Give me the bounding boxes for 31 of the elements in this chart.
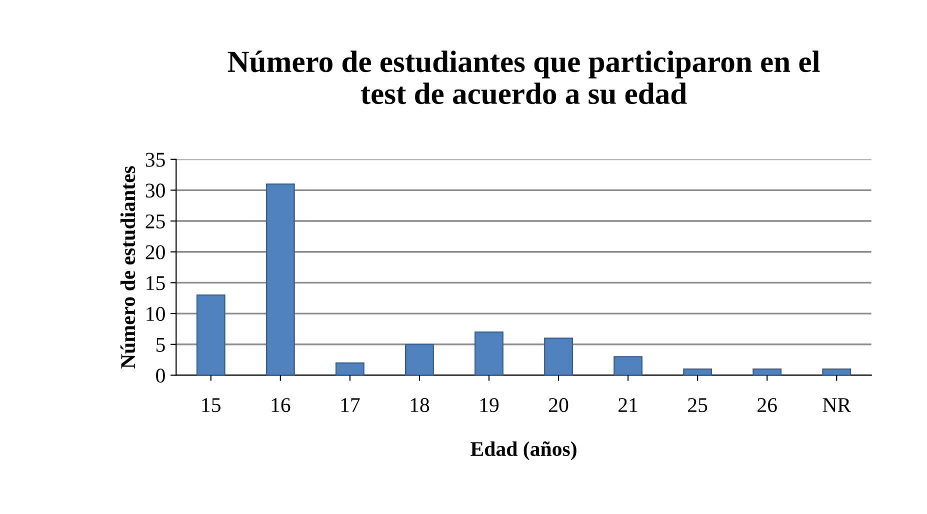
x-tick-label: 17 bbox=[341, 398, 360, 412]
x-tick-label: 21 bbox=[618, 398, 638, 412]
y-tick-label: 25 bbox=[146, 214, 165, 228]
x-tick-label: 18 bbox=[410, 398, 430, 412]
x-tick-label: 19 bbox=[480, 398, 499, 412]
bar bbox=[614, 356, 642, 376]
bar bbox=[544, 338, 573, 376]
x-tick-label: 20 bbox=[549, 398, 568, 412]
bar bbox=[405, 344, 434, 376]
y-tick-label: 35 bbox=[146, 152, 165, 167]
y-tick-label: 5 bbox=[156, 338, 165, 352]
x-tick-label: NR bbox=[822, 398, 852, 412]
y-tick-label: 10 bbox=[146, 306, 165, 321]
x-tick-label: 16 bbox=[272, 398, 290, 412]
bar bbox=[683, 368, 712, 376]
bar bbox=[474, 331, 504, 376]
bar bbox=[822, 368, 852, 376]
bar bbox=[266, 183, 295, 376]
y-tick-label: 15 bbox=[146, 276, 165, 290]
bar bbox=[196, 294, 226, 376]
chart-title: Número de estudiantes que participaron en el test de acuerdo a su edad bbox=[228, 50, 820, 104]
y-tick-label: 20 bbox=[146, 245, 165, 260]
y-tick-label: 30 bbox=[146, 184, 165, 198]
x-tick-label: 25 bbox=[688, 398, 708, 412]
bar bbox=[335, 362, 364, 376]
y-tick-label: 0 bbox=[156, 368, 165, 383]
x-tick-label: 15 bbox=[202, 398, 220, 412]
x-tick-label: 26 bbox=[758, 398, 777, 412]
y-axis-title: Número de estudiantes bbox=[120, 166, 136, 369]
bar bbox=[752, 368, 782, 376]
x-axis-title: Edad (años) bbox=[470, 441, 576, 460]
